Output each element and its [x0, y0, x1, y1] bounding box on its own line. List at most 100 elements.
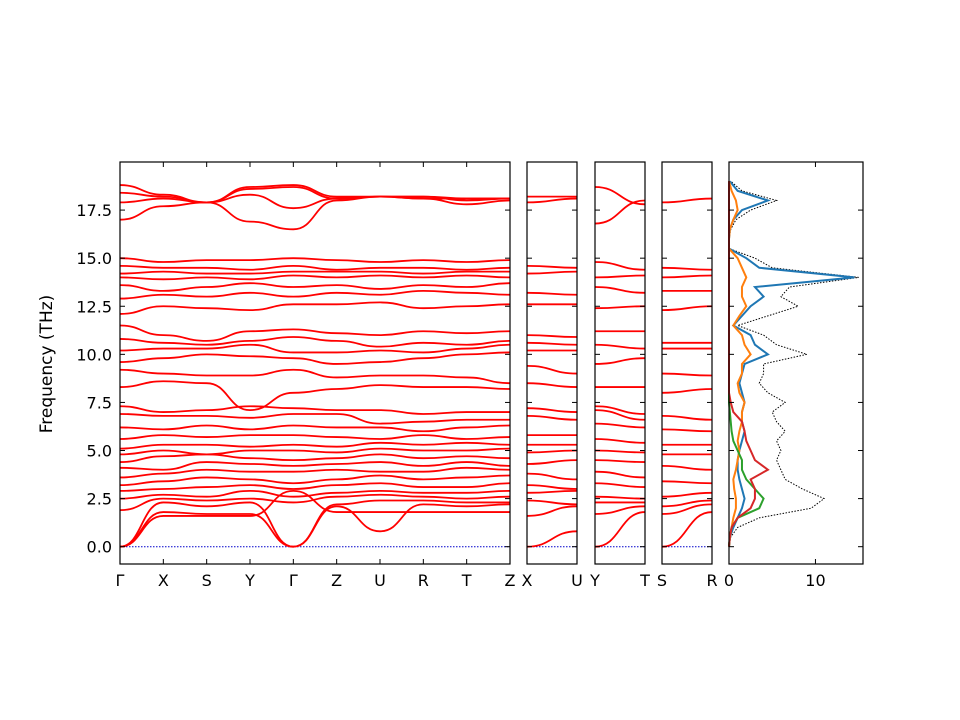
phonon-branch: [119, 405, 510, 415]
phonon-branch: [119, 474, 511, 487]
phonon-branch: [119, 274, 511, 281]
phonon-branch: [119, 186, 511, 204]
phonon-branch: [119, 447, 511, 456]
phonon-branch: [594, 343, 646, 350]
phonon-branch: [119, 461, 511, 471]
phonon-branch: [661, 503, 713, 515]
phonon-branch: [526, 449, 578, 454]
phonon-branch: [526, 264, 578, 269]
phonon-branch: [594, 405, 646, 415]
phonon-branch: [594, 357, 646, 365]
phonon-branch: [661, 511, 713, 548]
y-tick-label: 17.5: [76, 201, 112, 220]
dos-curve: [728, 180, 855, 547]
x-tick-label: Γ: [116, 571, 125, 590]
phonon-branch: [119, 441, 511, 450]
phonon-branch: [594, 199, 646, 225]
phonon-branch: [119, 493, 511, 512]
phonon-branch: [594, 495, 646, 500]
phonon-branch: [594, 274, 646, 279]
panel-frame: [728, 161, 864, 565]
phonon-branch: [526, 459, 578, 465]
phonon-branch: [119, 289, 511, 300]
phonon-branch: [661, 197, 713, 204]
x-tick-label: R: [418, 571, 429, 590]
phonon-branch: [661, 480, 713, 485]
phonon-branch: [526, 382, 578, 388]
phonon-branch: [119, 424, 511, 433]
phonon-branch: [119, 257, 511, 263]
phonon-branch: [594, 422, 646, 429]
x-tick-label: R: [706, 571, 717, 590]
phonon-branch: [594, 186, 646, 206]
x-tick-label: Γ: [289, 571, 298, 590]
x-tick-label: X: [522, 571, 533, 590]
phonon-branch: [119, 343, 511, 354]
phonon-branch: [594, 511, 646, 548]
dos-panel: 0 10: [724, 161, 864, 590]
phonon-branch: [594, 305, 646, 310]
phonon-branch: [661, 465, 713, 471]
phonon-branch: [119, 434, 511, 440]
x-tick-label: Y: [244, 571, 255, 590]
phonon-branch: [594, 438, 646, 444]
x-tick-label: X: [158, 571, 169, 590]
phonon-branch: [594, 505, 646, 515]
phonon-branch: [594, 261, 646, 271]
phonon-branch: [119, 368, 511, 385]
phonon-branch: [526, 407, 578, 413]
phonon-branch: [661, 491, 713, 498]
phonon-branch: [119, 193, 511, 210]
band-panel-main-path: 0.0 2.5 5.0 7.5 10.0 12.5 15.0 17.5 Γ X S Y Γ Z U R T Z: [76, 161, 516, 590]
phonon-branch: [119, 324, 511, 342]
phonon-branch: [119, 413, 510, 425]
phonon-branch: [661, 388, 713, 394]
phonon-branch: [594, 459, 646, 463]
phonon-branch: [526, 505, 578, 517]
phonon-branch: [526, 414, 578, 421]
phonon-branch: [119, 270, 510, 275]
phonon-branch: [526, 499, 578, 506]
y-tick-label: 15.0: [76, 249, 112, 268]
x-tick-label: S: [202, 571, 212, 590]
phonon-branch: [526, 270, 578, 275]
panel-frame: [119, 161, 511, 565]
phonon-branch: [119, 264, 511, 271]
phonon-branch: [594, 482, 646, 488]
y-axis-label: Frequency (THz): [37, 295, 57, 434]
x-tick-label: Y: [589, 571, 600, 590]
phonon-branch: [661, 274, 713, 279]
x-tick-label: U: [571, 571, 583, 590]
dos-x-tick-label: 0: [724, 571, 734, 590]
phonon-branch: [119, 499, 510, 548]
phonon-branch: [661, 499, 713, 508]
phonon-branch: [119, 282, 511, 292]
phonon-branch: [594, 286, 646, 294]
phonon-branch: [594, 409, 646, 421]
x-tick-label: T: [639, 571, 650, 590]
y-tick-label: 5.0: [87, 442, 112, 461]
phonon-branch: [526, 484, 578, 490]
x-tick-label: Z: [505, 571, 516, 590]
phonon-branch: [661, 428, 713, 433]
x-tick-label: U: [374, 571, 386, 590]
y-tick-label: 2.5: [87, 490, 112, 509]
phonon-branch: [119, 351, 511, 365]
dos-x-tick-label: 10: [805, 571, 825, 590]
dos-curve: [728, 180, 859, 547]
phonon-branch: [119, 466, 511, 479]
phonon-branch: [526, 341, 578, 346]
phonon-branch: [119, 184, 510, 204]
x-tick-label: Z: [331, 571, 342, 590]
phonon-branch: [526, 197, 578, 204]
phonon-branch: [526, 530, 578, 548]
phonon-branch: [119, 195, 510, 231]
phonon-branch: [661, 414, 713, 421]
phonon-branch: [661, 372, 713, 377]
phonon-branch: [526, 490, 578, 494]
panel-frame: [526, 161, 578, 565]
y-tick-label: 10.0: [76, 345, 112, 364]
